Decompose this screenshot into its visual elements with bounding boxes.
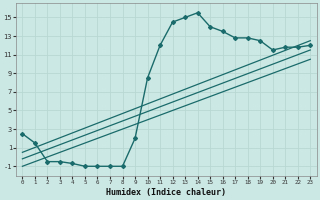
X-axis label: Humidex (Indice chaleur): Humidex (Indice chaleur): [106, 188, 226, 197]
